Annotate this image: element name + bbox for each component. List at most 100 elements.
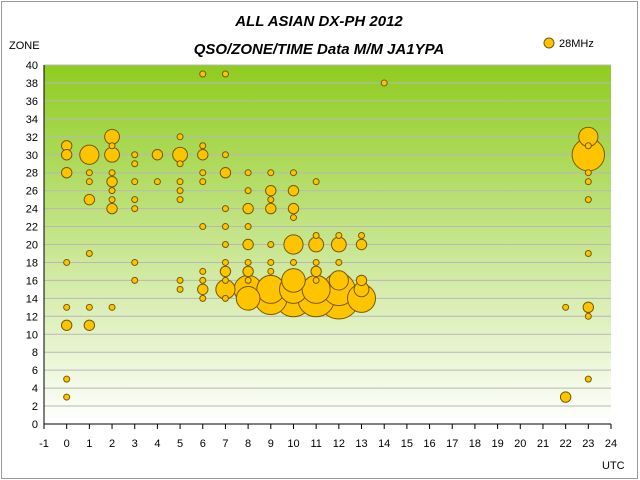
y-tick-label-40: 40 [26, 60, 38, 72]
chart-subtitle: QSO/ZONE/TIME Data M/M JA1YPA [194, 41, 445, 58]
data-point [582, 301, 595, 314]
x-axis-title: UTC [602, 460, 625, 472]
y-tick-label-14: 14 [26, 293, 38, 305]
data-point [104, 146, 120, 163]
x-tick-label-20: 20 [514, 438, 526, 450]
data-point [176, 133, 184, 141]
data-point [242, 265, 254, 278]
data-point [221, 223, 229, 231]
chart-title: ALL ASIAN DX-PH 2012 [234, 13, 403, 30]
data-point [199, 178, 207, 186]
data-point [221, 258, 229, 266]
x-tick-label-24: 24 [605, 438, 617, 450]
data-point [153, 178, 161, 186]
x-tick-label-11: 11 [310, 438, 321, 450]
data-point [312, 276, 320, 284]
data-point [131, 258, 139, 266]
data-point [265, 202, 277, 215]
y-tick-label-34: 34 [26, 114, 38, 126]
data-point [289, 214, 297, 222]
x-tick-label-5: 5 [177, 438, 183, 450]
data-point [106, 202, 118, 215]
y-tick-label-0: 0 [32, 419, 38, 431]
data-point [108, 196, 116, 204]
y-tick-label-10: 10 [26, 329, 38, 341]
data-point [197, 283, 209, 296]
data-point [308, 236, 325, 253]
x-tick-label-3: 3 [132, 438, 138, 450]
data-point [289, 258, 297, 266]
y-tick-label-30: 30 [26, 150, 38, 162]
legend-label-28mhz: 28MHz [559, 38, 594, 50]
y-tick-label-38: 38 [26, 78, 38, 90]
data-point [221, 241, 229, 248]
data-point [131, 276, 139, 284]
x-tick-label-16: 16 [423, 438, 435, 450]
x-tick-label-15: 15 [401, 438, 413, 450]
y-tick-label-36: 36 [26, 96, 38, 108]
x-tick-label-21: 21 [537, 438, 549, 450]
data-point [242, 202, 254, 215]
data-point [235, 286, 261, 311]
data-point [131, 196, 139, 204]
y-tick-label-26: 26 [26, 186, 38, 198]
data-point [63, 258, 71, 266]
x-tick-label-14: 14 [378, 438, 390, 450]
data-point [63, 303, 71, 311]
data-point [83, 193, 96, 206]
data-point [199, 142, 207, 150]
y-tick-label-28: 28 [26, 168, 38, 180]
data-point [219, 265, 232, 278]
gridlines [44, 64, 611, 407]
x-tick-label-4: 4 [154, 438, 160, 450]
data-point [60, 167, 73, 179]
data-point [108, 142, 116, 150]
data-point [197, 149, 209, 161]
data-point [131, 151, 139, 159]
data-point [219, 167, 232, 179]
data-point [108, 303, 116, 311]
data-point [244, 169, 252, 177]
y-tick-label-8: 8 [32, 347, 38, 359]
data-point [242, 238, 254, 251]
data-point [330, 236, 347, 253]
data-point [176, 285, 184, 293]
y-tick-label-4: 4 [32, 383, 38, 395]
data-point [335, 232, 343, 240]
data-point [244, 187, 252, 195]
x-tick-label-2: 2 [109, 438, 115, 450]
data-point [63, 393, 71, 401]
legend: 28MHz [543, 37, 594, 50]
y-tick-label-12: 12 [26, 311, 38, 323]
data-point [199, 70, 207, 78]
data-point [176, 187, 184, 195]
x-tick-label-7: 7 [222, 438, 228, 450]
data-point [355, 274, 368, 287]
data-point [221, 294, 229, 302]
data-point [584, 312, 592, 320]
data-point [584, 142, 592, 150]
data-point [108, 169, 116, 177]
data-point [85, 303, 93, 311]
y-tick-label-18: 18 [26, 257, 38, 269]
data-point [199, 276, 207, 284]
data-point [176, 178, 184, 186]
data-point [172, 146, 188, 163]
data-point [584, 249, 592, 257]
data-point [287, 202, 300, 215]
data-point [287, 184, 300, 197]
data-point [312, 232, 320, 240]
data-point [199, 267, 207, 275]
data-point [355, 238, 368, 251]
data-point [108, 187, 116, 195]
data-point [79, 144, 100, 165]
data-point [267, 196, 275, 204]
x-tick-label-12: 12 [333, 438, 345, 450]
data-point [335, 258, 343, 266]
x-tick-label-18: 18 [469, 438, 481, 450]
data-points [60, 70, 606, 403]
x-tick-label-8: 8 [245, 438, 251, 450]
